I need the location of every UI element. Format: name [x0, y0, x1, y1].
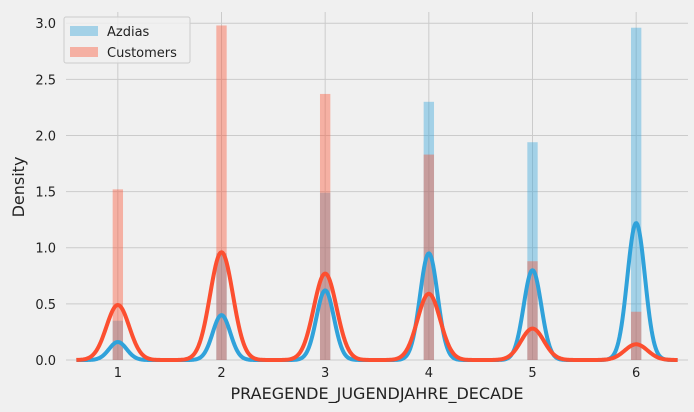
- y-tick-label: 0.5: [35, 298, 56, 313]
- legend-swatch-azdias: [70, 26, 98, 36]
- y-tick-labels: 0.0 0.5 1.0 1.5 2.0 2.5 3.0: [35, 17, 56, 369]
- histogram-bar-customers-1: [112, 189, 124, 360]
- histogram-bar-customers-6: [630, 311, 642, 360]
- histogram-bar-azdias-6: [630, 27, 642, 361]
- histogram-bar-azdias-2: [216, 253, 227, 360]
- y-tick-label: 1.0: [35, 242, 56, 257]
- legend-box: [63, 16, 191, 64]
- y-axis-label: Density: [9, 157, 28, 218]
- histogram-bar-customers-3: [319, 93, 331, 360]
- x-tick-label: 3: [321, 366, 329, 381]
- x-axis-label: PRAEGENDE_JUGENDJAHRE_DECADE: [231, 384, 524, 404]
- x-tick-label: 6: [632, 366, 640, 381]
- histogram-bar-azdias-5: [527, 142, 538, 360]
- kde-curves: [75, 221, 679, 362]
- y-tick-label: 0.0: [35, 354, 56, 369]
- y-tick-label: 3.0: [35, 17, 56, 32]
- histogram-bar-azdias-4: [423, 101, 435, 360]
- legend: Azdias Customers: [63, 16, 191, 64]
- x-tick-label: 4: [425, 366, 433, 381]
- x-tick-label: 5: [528, 366, 536, 381]
- legend-label-azdias: Azdias: [107, 25, 150, 40]
- histogram-bar-azdias-3: [319, 192, 331, 360]
- histogram-bar-customers-4: [423, 154, 435, 360]
- legend-label-customers: Customers: [107, 46, 177, 61]
- legend-swatch-customers: [70, 47, 98, 57]
- kde-line-customers: [75, 250, 679, 362]
- histogram-bar-customers-5: [527, 261, 538, 360]
- y-tick-label: 1.5: [35, 186, 56, 201]
- y-tick-label: 2.5: [35, 73, 56, 88]
- y-tick-label: 2.0: [35, 129, 56, 144]
- histogram-bar-customers-2: [216, 25, 227, 360]
- x-tick-label: 1: [114, 366, 122, 381]
- x-tick-label: 2: [217, 366, 225, 381]
- x-tick-labels: 1 2 3 4 5 6: [114, 366, 641, 381]
